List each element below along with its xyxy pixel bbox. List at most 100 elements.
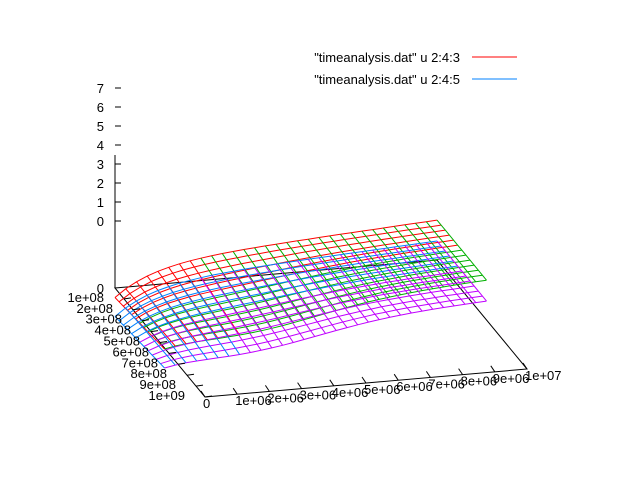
z-base-zero-label: 0 [97,281,104,296]
y-tick-mark [195,384,204,387]
mesh-line [211,255,262,332]
mesh-line [415,222,466,284]
surfaces-group [114,219,487,369]
x-tick-mark [522,362,528,370]
y-tick-label: 2e+08 [76,301,113,316]
mesh-line [189,260,241,336]
mesh-line [404,224,455,286]
mesh-line [372,229,423,291]
mesh-line [415,243,466,305]
x-tick-label: 9e+06 [493,371,530,386]
x-tick-mark [458,368,464,375]
x-tick-mark [425,371,431,378]
tick-labels-group: 0123456701e+082e+083e+084e+085e+086e+087… [67,81,561,411]
mesh-line [168,267,219,339]
surface-series-2 [114,240,487,369]
mesh-line [350,252,401,316]
x-tick-label: 2e+06 [267,390,304,405]
mesh-line [350,232,401,296]
mesh-line [307,238,359,305]
mesh-line [189,280,241,355]
x-tick-mark [232,387,238,395]
z-tick-label: 1 [97,195,104,210]
mesh-line [243,269,294,343]
mesh-line [221,272,273,349]
x-tick-label: 6e+06 [396,379,433,394]
x-tick-mark [490,365,496,373]
x-tick-label: 0 [203,396,210,411]
mesh-line [382,248,434,310]
mesh-line [393,226,444,288]
y-tick-mark [186,373,195,376]
y-tick-mark [141,319,150,322]
mesh-line [393,246,444,308]
mesh-line [436,240,487,302]
mesh-line [178,282,230,357]
legend-label-series-2: "timeanalysis.dat" u 2:4:5 [314,72,460,87]
y-tick-mark [159,341,168,343]
mesh-line [200,277,251,353]
mesh-line [136,300,187,364]
x-tick-label: 3e+06 [300,388,337,403]
y-tick-label: 3e+08 [85,312,122,327]
z-tick-label: 0 [97,214,104,229]
x-tick-label: 1e+07 [525,368,562,383]
x-tick-mark [361,376,367,384]
y-tick-label: 7e+08 [121,355,158,370]
mesh-line [200,257,251,334]
y-tick-mark [168,351,177,354]
mesh-line [361,230,412,293]
mesh-line [329,255,380,320]
mesh-line [361,251,412,314]
mesh-line [297,260,348,328]
mesh-line [254,267,305,340]
mesh-line [264,265,316,337]
y-tick-label: 4e+08 [94,323,131,338]
mesh-line [211,275,262,351]
mesh-line [307,258,359,326]
mesh-line [232,270,284,346]
mesh-line [329,235,380,300]
mesh-line [436,219,487,281]
mesh-line [157,271,208,341]
y-tick-mark [123,297,132,300]
y-tick-mark [204,395,213,398]
mesh-line [297,240,348,308]
mesh-line [275,263,326,334]
x-tick-label: 8e+06 [461,374,498,389]
mesh-line [340,233,391,298]
mesh-line [243,249,294,323]
mesh-line [127,255,450,330]
mesh-line [340,254,391,318]
legend: "timeanalysis.dat" u 2:4:3 "timeanalysis… [314,50,517,87]
x-tick-label: 1e+06 [235,393,272,408]
x-tick-mark [393,373,399,381]
mesh-line [221,253,273,329]
z-tick-label: 6 [97,100,104,115]
y-tick-label: 9e+08 [139,377,176,392]
mesh-line [146,294,198,362]
z-tick-label: 5 [97,119,104,134]
mesh-line [425,242,477,303]
z-tick-label: 4 [97,138,104,153]
x-tick-mark [297,382,303,389]
y-tick-label: 1e+08 [67,290,104,305]
mesh-line [318,257,369,323]
z-tick-label: 2 [97,176,104,191]
x-tick-label: 5e+06 [364,382,401,397]
y-tick-label: 5e+08 [103,334,140,349]
mesh-line [286,262,337,331]
surface-series-1 [114,219,487,350]
mesh-line [157,290,208,360]
x-tick-label: 4e+06 [332,385,369,400]
mesh-line [372,249,423,312]
y-tick-mark [177,362,186,365]
x-tick-mark [264,385,270,392]
mesh-line [168,286,219,359]
mesh-line [232,251,284,326]
mesh-line [318,237,369,303]
mesh-line [178,263,230,338]
mesh-line [125,307,176,366]
